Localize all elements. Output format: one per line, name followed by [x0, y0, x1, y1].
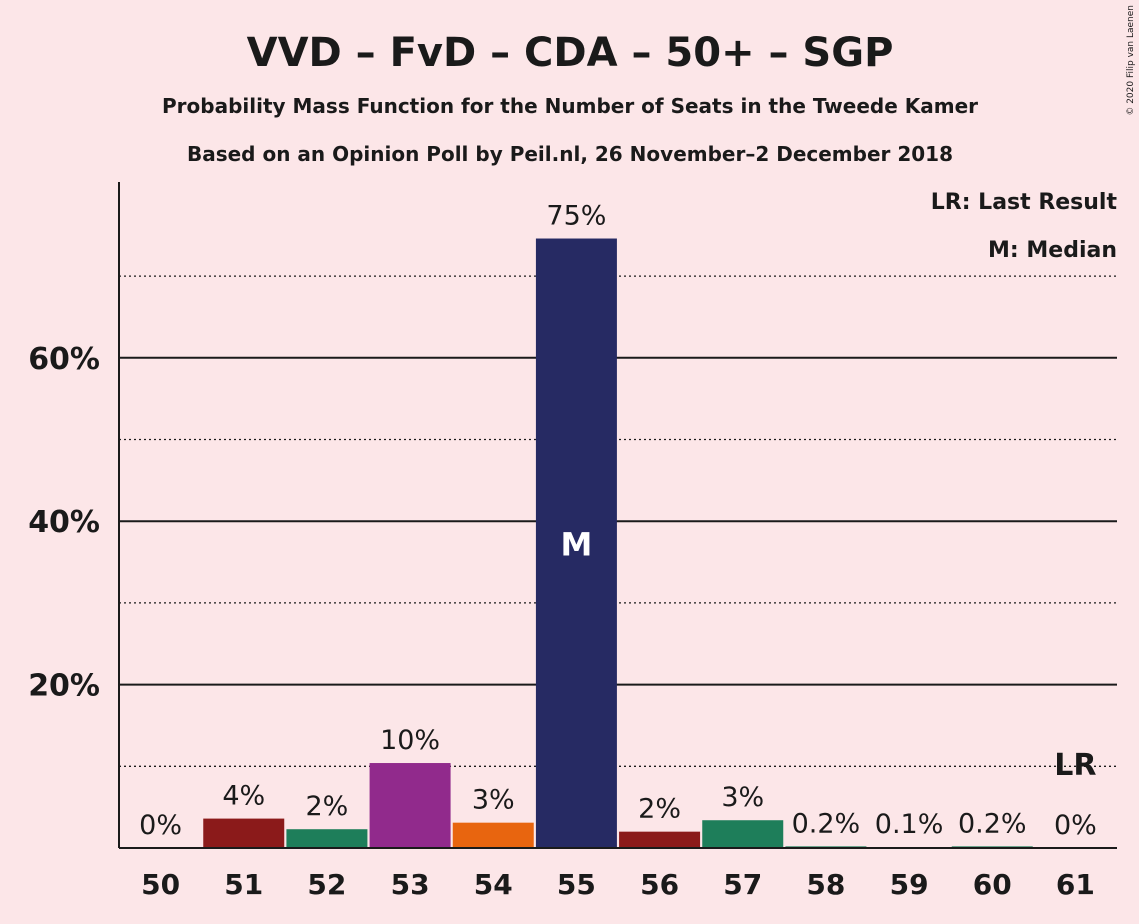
data-label-58: 0.2%: [792, 808, 861, 839]
x-tick-label: 53: [391, 868, 430, 901]
x-tick-label: 51: [224, 868, 263, 901]
x-tick-label: 60: [973, 868, 1012, 901]
x-tick-label: 54: [474, 868, 513, 901]
legend-last-result: LR: Last Result: [931, 190, 1118, 215]
x-tick-label: 52: [307, 868, 346, 901]
bar-51: [203, 818, 285, 848]
data-label-57: 3%: [721, 782, 764, 813]
median-marker: M: [560, 525, 592, 563]
bars: [203, 238, 1033, 848]
data-label-51: 4%: [222, 781, 265, 812]
bar-55: [535, 238, 617, 848]
data-label-50: 0%: [139, 810, 182, 841]
data-label-61: 0%: [1054, 810, 1097, 841]
x-tick-label: 57: [723, 868, 762, 901]
x-tick-label: 56: [640, 868, 679, 901]
data-label-59: 0.1%: [875, 809, 944, 840]
bar-56: [619, 831, 701, 848]
x-tick-label: 50: [141, 868, 180, 901]
y-tick-label: 60%: [28, 342, 100, 377]
data-label-56: 2%: [638, 794, 681, 825]
chart-title: VVD – FvD – CDA – 50+ – SGP: [247, 30, 894, 76]
bar-52: [286, 829, 368, 848]
x-axis-ticks: 50 51 52 53 54 55 56 57 58 59 60 61: [141, 868, 1095, 901]
gridlines: [119, 275, 1117, 767]
x-tick-label: 59: [890, 868, 929, 901]
data-label-55: 75%: [546, 201, 606, 232]
data-label-54: 3%: [472, 785, 515, 816]
data-label-52: 2%: [305, 791, 348, 822]
y-tick-label: 40%: [28, 505, 100, 540]
data-label-60: 0.2%: [958, 808, 1027, 839]
x-tick-label: 55: [557, 868, 596, 901]
y-tick-label: 20%: [28, 669, 100, 704]
y-axis-ticks: 20% 40% 60%: [28, 342, 100, 704]
last-result-marker: LR: [1054, 748, 1096, 783]
data-labels: 0% 4% 2% 10% 3% 75% M 2% 3% 0.2% 0.1% 0.2% 0% LR: [139, 201, 1097, 841]
bar-53: [369, 763, 451, 848]
data-label-53: 10%: [380, 725, 440, 756]
bar-57: [702, 820, 784, 848]
chart-subtitle-2: Based on an Opinion Poll by Peil.nl, 26 …: [187, 142, 953, 166]
bar-54: [452, 822, 534, 848]
x-tick-label: 58: [806, 868, 845, 901]
copyright: © 2020 Filip van Laenen: [1126, 5, 1136, 116]
legend-median: M: Median: [988, 238, 1117, 263]
x-tick-label: 61: [1056, 868, 1095, 901]
chart-subtitle: Probability Mass Function for the Number…: [162, 94, 978, 118]
